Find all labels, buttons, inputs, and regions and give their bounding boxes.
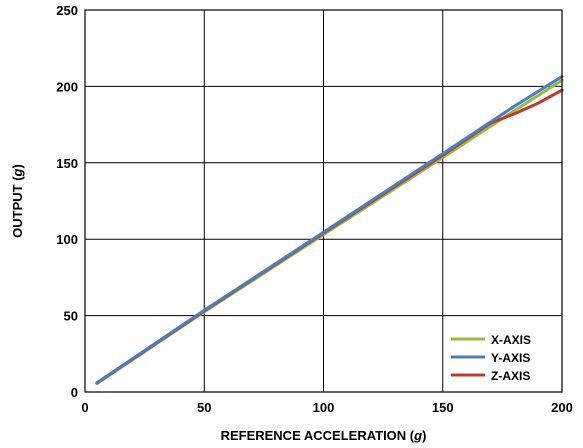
- y-tick-label: 200: [56, 79, 78, 94]
- x-tick-label: 200: [551, 400, 573, 415]
- legend-label: X-AXIS: [491, 333, 531, 347]
- grid-lines: [85, 10, 562, 392]
- y-tick-labels: 0 50 100 150 200 250: [56, 3, 78, 400]
- x-tick-label: 150: [432, 400, 454, 415]
- y-tick-label: 150: [56, 156, 78, 171]
- x-tick-labels: 0 50 100 150 200: [81, 400, 572, 415]
- legend-label: Z-AXIS: [491, 369, 530, 383]
- y-axis-title: OUTPUT (g): [10, 164, 25, 238]
- y-tick-label: 100: [56, 232, 78, 247]
- x-tick-label: 0: [81, 400, 88, 415]
- y-tick-label: 250: [56, 3, 78, 18]
- x-tick-label: 50: [197, 400, 211, 415]
- y-tick-label: 50: [64, 309, 78, 324]
- x-axis-title: REFERENCE ACCELERATION (g): [221, 428, 427, 443]
- y-tick-label: 0: [71, 385, 78, 400]
- legend-label: Y-AXIS: [491, 351, 530, 365]
- plot-frame: [84, 9, 563, 393]
- legend: X-AXIS Y-AXIS Z-AXIS: [451, 333, 531, 383]
- series-line-y-axis: [95, 75, 564, 385]
- x-tick-label: 100: [313, 400, 335, 415]
- series-lines: [95, 75, 564, 386]
